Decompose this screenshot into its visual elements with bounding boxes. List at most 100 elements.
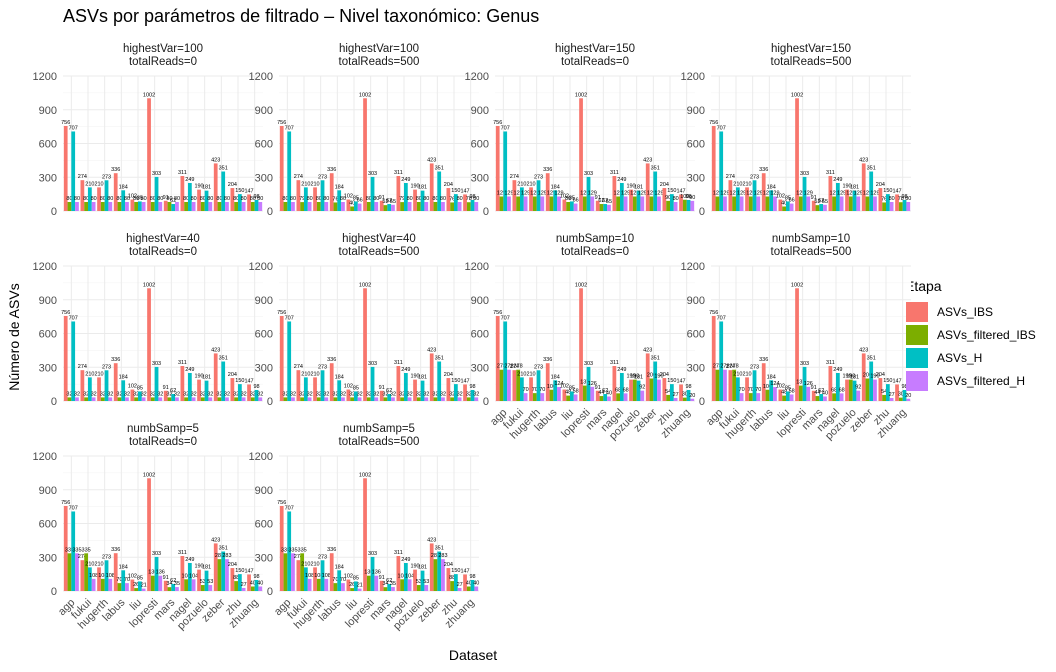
y-tick-label: 1200 — [681, 71, 705, 83]
bar-ASVs_filtered_H-pozuelo — [856, 196, 861, 211]
bar-ASVs_filtered_H-labus — [125, 397, 129, 401]
bar-ASVs_H-labus — [337, 190, 342, 211]
data-label: 756 — [61, 120, 70, 126]
data-label: 210 — [301, 561, 310, 567]
bar-ASVs_filtered_IBS-hugerth — [316, 202, 321, 211]
bar-ASVs_H-hugerth — [752, 370, 757, 401]
bar-ASVs_filtered_IBS-liu — [350, 588, 354, 591]
data-label: 32 — [257, 391, 263, 397]
bar-ASVs_filtered_H-labus — [557, 196, 561, 211]
data-label: 1002 — [575, 92, 587, 98]
data-label: 32 — [150, 391, 156, 397]
bar-ASVs_IBS-hugerth — [97, 187, 101, 211]
bar-ASVs_filtered_IBS-fukui — [516, 196, 520, 211]
bar-ASVs_IBS-nagel — [612, 366, 617, 401]
data-label: 129 — [614, 190, 623, 196]
data-label: 129 — [547, 190, 556, 196]
bar-ASVs_IBS-pozuelo — [197, 189, 201, 211]
bar-ASVs_H-pozuelo — [204, 190, 209, 211]
data-label: 1002 — [359, 472, 371, 478]
bar-ASVs_filtered_IBS-mars — [383, 397, 388, 401]
bar-ASVs_H-fukui — [736, 377, 740, 401]
bar-ASVs_H-zeber — [221, 551, 226, 591]
bar-ASVs_H-nagel — [836, 182, 840, 211]
bar-ASVs_IBS-fukui — [512, 180, 517, 211]
bar-ASVs_filtered_IBS-mars — [383, 587, 388, 591]
bar-ASVs_H-zhu — [886, 194, 890, 211]
bar-ASVs_filtered_H-liu — [357, 588, 362, 591]
data-label: 303 — [152, 551, 161, 557]
bar-ASVs_H-zhu — [238, 194, 242, 211]
bar-ASVs_filtered_IBS-fukui — [300, 202, 304, 211]
data-label: 129 — [770, 190, 779, 196]
bar-ASVs_IBS-fukui — [80, 370, 85, 401]
bar-ASVs_IBS-nagel — [180, 176, 185, 211]
data-label: 311 — [610, 360, 619, 366]
bar-ASVs_IBS-agp — [279, 505, 284, 591]
bar-ASVs_filtered_H-lopresti — [590, 196, 595, 211]
panels-layer: 03006009001200highestVar=100totalReads=0… — [33, 43, 912, 632]
bar-ASVs_filtered_IBS-fukui — [84, 202, 88, 211]
bar-ASVs_filtered_H-lopresti — [158, 397, 163, 401]
data-label: 311 — [826, 170, 835, 176]
bar-ASVs_IBS-lopresti — [795, 98, 799, 211]
bar-ASVs_filtered_H-zeber — [441, 397, 445, 401]
data-label: 40 — [781, 201, 787, 207]
data-label: 147 — [460, 568, 469, 574]
bar-ASVs_filtered_IBS-liu — [350, 206, 354, 211]
data-label: 150 — [235, 568, 244, 574]
bar-ASVs_IBS-fukui — [296, 370, 301, 401]
data-label: 108 — [322, 573, 331, 579]
bar-ASVs_filtered_H-zhuang — [474, 202, 479, 211]
data-label: 32 — [91, 391, 97, 397]
data-label: 129 — [830, 190, 839, 196]
data-label: 311 — [178, 550, 187, 556]
data-label: 79 — [399, 196, 405, 202]
data-label: 274 — [294, 554, 303, 560]
bar-ASVs_filtered_H-nagel — [623, 196, 628, 211]
data-label: 70 — [116, 577, 122, 583]
bar-ASVs_filtered_H-zhu — [889, 202, 894, 211]
bar-ASVs_IBS-labus — [113, 553, 118, 591]
bar-ASVs_H-zeber — [437, 361, 442, 401]
data-label: 278 — [497, 364, 506, 370]
facet-strip-label: totalReads=500 — [339, 56, 420, 68]
bar-ASVs_filtered_H-hugerth — [108, 202, 113, 211]
y-tick-label: 1200 — [33, 261, 57, 273]
data-label: 70 — [124, 577, 130, 583]
data-label: 129 — [554, 190, 563, 196]
data-label: 76 — [332, 196, 338, 202]
bar-ASVs_IBS-lopresti — [147, 478, 151, 591]
bar-ASVs_IBS-fukui — [80, 180, 85, 211]
data-label: 274 — [510, 174, 519, 180]
data-label: 303 — [152, 361, 161, 367]
bar-ASVs_filtered_IBS-zhu — [882, 202, 886, 211]
bar-ASVs_filtered_IBS-liu — [134, 588, 138, 591]
data-label: 204 — [660, 372, 669, 378]
bar-ASVs_IBS-lopresti — [579, 98, 583, 211]
bar-ASVs_IBS-agp — [711, 125, 716, 211]
data-label: 756 — [277, 310, 286, 316]
y-tick-label: 1200 — [465, 261, 489, 273]
bar-ASVs_H-labus — [121, 570, 126, 591]
y-tick-label: 900 — [687, 295, 705, 307]
data-label: 32 — [183, 391, 189, 397]
data-label: 62 — [386, 198, 392, 204]
data-label: 204 — [444, 372, 453, 378]
data-label: 80 — [116, 196, 122, 202]
bar-ASVs_H-pozuelo — [636, 380, 641, 401]
data-label: 80 — [432, 196, 438, 202]
data-label: 249 — [185, 177, 194, 183]
bar-ASVs_H-fukui — [736, 187, 740, 211]
bar-ASVs_filtered_IBS-nagel — [400, 202, 404, 211]
bar-ASVs_IBS-pozuelo — [845, 379, 849, 401]
bar-ASVs_H-fukui — [88, 377, 92, 401]
bar-ASVs_H-hugerth — [104, 560, 109, 591]
bar-ASVs_filtered_H-fukui — [91, 397, 96, 401]
bar-ASVs_filtered_H-zeber — [225, 559, 229, 591]
bar-ASVs_H-agp — [503, 131, 508, 211]
data-label: 32 — [100, 391, 106, 397]
data-label: 40 — [822, 391, 828, 397]
bar-ASVs_H-labus — [769, 190, 774, 211]
